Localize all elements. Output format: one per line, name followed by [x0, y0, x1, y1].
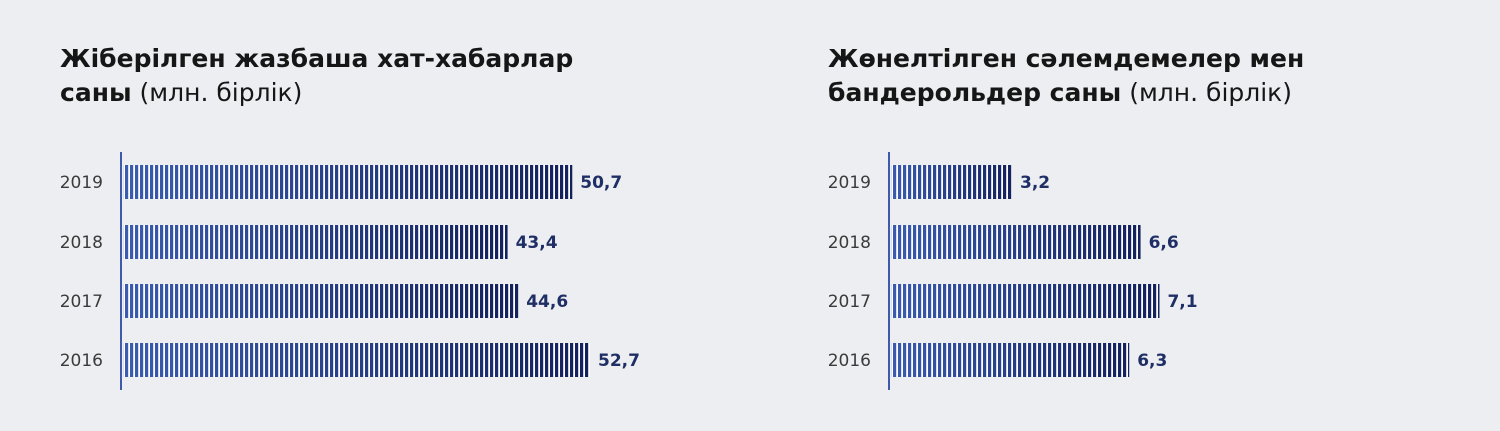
- bar-stripes-2016: [123, 343, 590, 377]
- year-label-2017: 2017: [828, 292, 871, 312]
- value-label-2019: 50,7: [580, 173, 622, 193]
- bar-stripes-2017: [891, 284, 1160, 318]
- bar-plot: 2019 50,7 2018 43,4 2017 44,6 2016 52,7: [60, 152, 640, 390]
- bar-plot: 2019 3,2 2018 6,6 2017 7,1 2016 6,3: [828, 152, 1198, 390]
- chart-letters: Жіберілген жазбаша хат-хабарлар саны (млн…: [0, 0, 720, 431]
- chart-parcels: Жөнелтілген сәлемдемелер мен бандерольдер…: [768, 0, 1488, 431]
- value-label-2018: 43,4: [516, 233, 558, 253]
- chart-title-main: Жіберілген жазбаша хат-хабарлар саны: [60, 44, 574, 107]
- value-label-2016: 6,3: [1137, 351, 1167, 371]
- year-label-2017: 2017: [60, 292, 103, 312]
- value-label-2016: 52,7: [598, 351, 640, 371]
- year-label-2018: 2018: [828, 233, 871, 253]
- chart-title: Жіберілген жазбаша хат-хабарлар саны (млн…: [60, 42, 573, 110]
- bar-stripes-2018: [123, 225, 508, 259]
- chart-title-unit: (млн. бірлік): [131, 78, 303, 107]
- year-label-2019: 2019: [828, 173, 871, 193]
- year-label-2016: 2016: [828, 351, 871, 371]
- year-label-2018: 2018: [60, 233, 103, 253]
- chart-title-unit: (млн. бірлік): [1121, 78, 1293, 107]
- value-label-2017: 7,1: [1167, 292, 1197, 312]
- bar-stripes-2019: [891, 165, 1012, 199]
- year-label-2019: 2019: [60, 173, 103, 193]
- bar-stripes-2018: [891, 225, 1141, 259]
- value-label-2017: 44,6: [526, 292, 568, 312]
- chart-title-main: Жөнелтілген сәлемдемелер мен бандерольдер…: [828, 44, 1305, 107]
- bar-stripes-2017: [123, 284, 519, 318]
- value-label-2019: 3,2: [1020, 173, 1050, 193]
- chart-title: Жөнелтілген сәлемдемелер мен бандерольдер…: [828, 42, 1304, 110]
- value-label-2018: 6,6: [1149, 233, 1179, 253]
- bar-stripes-2016: [891, 343, 1130, 377]
- year-label-2016: 2016: [60, 351, 103, 371]
- bar-stripes-2019: [123, 165, 573, 199]
